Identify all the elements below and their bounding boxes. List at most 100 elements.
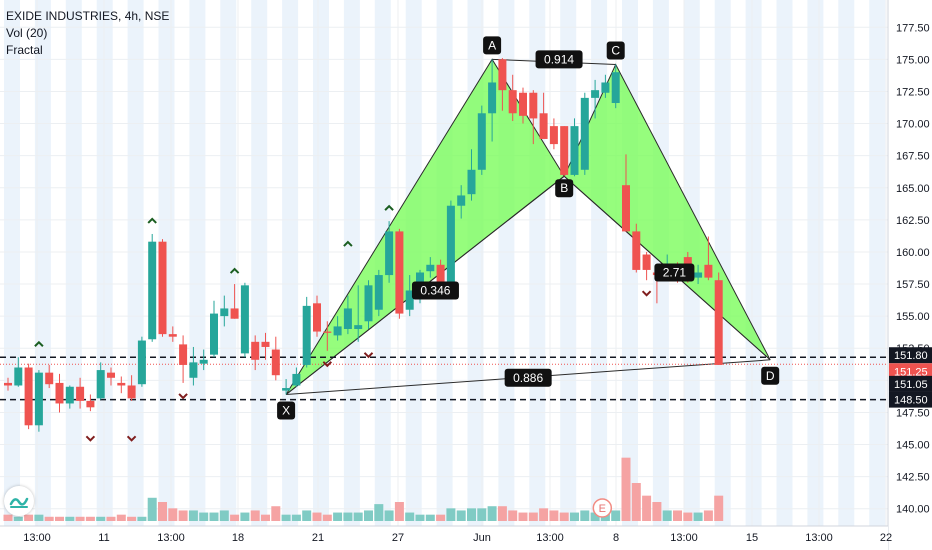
volume-bar <box>343 512 353 521</box>
candle-body <box>96 370 105 399</box>
earnings-event-icon <box>592 498 613 518</box>
time-axis: 13:00 11 13:00 18 21 27 Jun 13:00 8 13:00 15 13:00 2… <box>0 525 892 550</box>
candle-body <box>611 72 620 104</box>
price-tick-label: 177.50 <box>896 22 930 34</box>
volume-bar <box>631 483 641 521</box>
price-label-text: 151.80 <box>894 350 928 362</box>
candle-body <box>508 90 517 114</box>
chart-legend: EXIDE INDUSTRIES, 4h, NSE Vol (20) Fract… <box>6 8 169 59</box>
session-band <box>313 0 329 526</box>
pattern-point-text: B <box>560 181 568 195</box>
volume-bar <box>394 502 404 521</box>
price-tick-label: 157.50 <box>896 279 930 291</box>
candle-body <box>498 59 507 91</box>
price-tick-label: 140.00 <box>896 504 930 516</box>
candle-body <box>137 340 146 385</box>
price-label-text: 151.25 <box>894 366 928 378</box>
candle <box>86 394 95 412</box>
candle <box>4 377 12 391</box>
candle-body <box>446 205 455 291</box>
price-tick-label: 167.50 <box>896 151 930 163</box>
pattern-point-b: B <box>555 179 574 198</box>
volume-bar <box>456 510 466 521</box>
candle-body <box>591 90 600 98</box>
session-band <box>251 0 268 526</box>
candle-body <box>385 231 394 276</box>
candle <box>34 370 43 432</box>
volume-bar <box>116 514 126 521</box>
candle <box>343 295 352 335</box>
candle <box>580 92 589 175</box>
session-band <box>745 0 762 526</box>
candle-body <box>354 325 363 329</box>
candle <box>313 295 321 337</box>
volume-indicator-label[interactable]: Vol (20) <box>6 26 48 40</box>
candle-body <box>302 305 311 365</box>
fractal-down-icon <box>322 361 333 368</box>
volume-bar <box>693 512 703 521</box>
time-tick-label: Jun <box>473 532 491 544</box>
candle-body <box>323 331 332 333</box>
candle-body <box>282 388 291 391</box>
pattern-point-text: C <box>611 43 620 57</box>
candle-body <box>292 373 301 386</box>
fractal-indicator-label[interactable]: Fractal <box>6 43 43 57</box>
candle <box>704 236 713 281</box>
time-tick-label: 21 <box>312 532 324 544</box>
candle-body <box>261 341 270 347</box>
tradingview-logo-icon[interactable] <box>4 486 34 516</box>
fractal-up-icon <box>34 340 44 347</box>
fractal-up-icon <box>384 204 394 211</box>
volume-bar <box>271 506 281 521</box>
candle <box>45 364 54 389</box>
candle-body <box>560 126 569 175</box>
volume-bar <box>24 514 34 521</box>
volume-bar <box>322 514 332 521</box>
volume-bar <box>281 514 291 521</box>
candle <box>694 264 703 285</box>
price-label: 151.80 <box>889 347 932 364</box>
candle-body <box>549 126 558 145</box>
candle-body <box>168 334 177 337</box>
candle-body <box>477 113 486 170</box>
candle-body <box>694 272 703 278</box>
fractal-down-icon <box>641 290 652 297</box>
pattern-point-d: D <box>761 366 780 385</box>
candle-body <box>240 285 249 354</box>
price-label-text: 151.05 <box>894 379 928 391</box>
time-tick-label: 13:00 <box>670 532 698 544</box>
volume-bar <box>13 516 23 521</box>
volume-bar <box>683 512 693 521</box>
price-tick-label: 170.00 <box>896 119 930 131</box>
volume-bar <box>497 506 507 521</box>
session-band <box>591 0 608 526</box>
candle-body <box>374 275 383 310</box>
candle-body <box>158 241 167 335</box>
volume-bar <box>539 508 549 521</box>
candle-body <box>343 308 352 329</box>
ratio-label: 0.886 <box>504 368 552 387</box>
pattern-point-box <box>606 41 625 60</box>
session-band <box>869 0 886 526</box>
time-tick-label: 22 <box>880 532 892 544</box>
volume-bar <box>590 512 600 521</box>
volume-bar <box>291 514 301 521</box>
symbol-title[interactable]: EXIDE INDUSTRIES, 4h, NSE <box>6 9 170 23</box>
volume-bar <box>199 512 209 521</box>
session-band <box>65 0 82 526</box>
ratio-label: 2.71 <box>654 263 695 282</box>
time-tick-label: 15 <box>746 532 758 544</box>
candle-body <box>210 313 218 355</box>
ratio-label: 0.346 <box>411 281 459 300</box>
volume-bar <box>436 514 446 521</box>
volume-bars <box>3 457 724 521</box>
price-label-text: 148.50 <box>894 395 928 407</box>
volume-bar <box>374 504 384 521</box>
volume-bar <box>106 516 116 521</box>
candle-body <box>395 231 404 314</box>
candle <box>364 280 373 329</box>
volume-bar <box>549 510 559 521</box>
volume-bar <box>415 514 425 521</box>
ratio-label-box <box>535 50 583 69</box>
